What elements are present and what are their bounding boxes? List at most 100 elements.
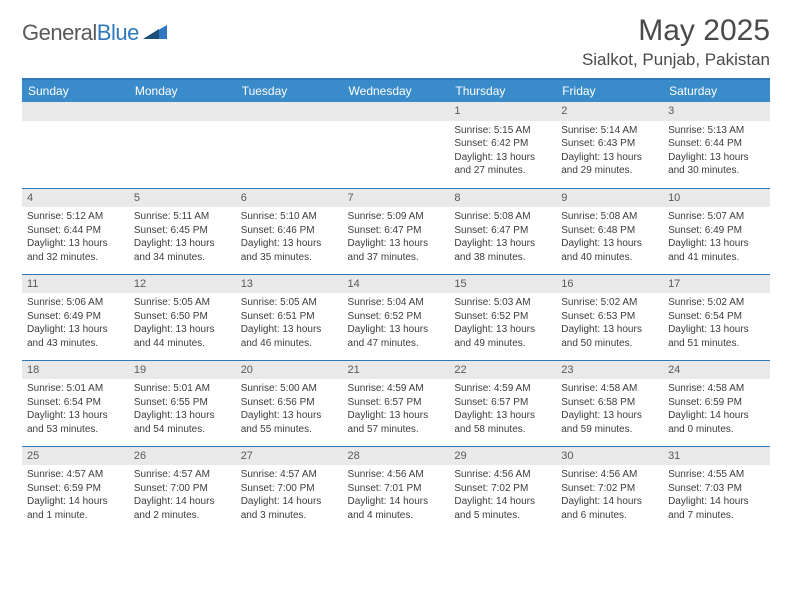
day-body: Sunrise: 4:57 AMSunset: 7:00 PMDaylight:… (129, 465, 236, 524)
sunrise-text: Sunrise: 5:04 AM (348, 296, 445, 310)
sunset-text: Sunset: 6:44 PM (668, 137, 765, 151)
sunrise-text: Sunrise: 4:55 AM (668, 468, 765, 482)
sunset-text: Sunset: 6:57 PM (454, 396, 551, 410)
calendar-cell: 7Sunrise: 5:09 AMSunset: 6:47 PMDaylight… (343, 188, 450, 274)
day-number: 18 (22, 361, 129, 380)
daylight-line2: and 29 minutes. (561, 164, 658, 178)
day-number: 1 (449, 102, 556, 121)
sunset-text: Sunset: 6:54 PM (668, 310, 765, 324)
daylight-line2: and 57 minutes. (348, 423, 445, 437)
daylight-line2: and 1 minute. (27, 509, 124, 523)
day-number-empty (22, 102, 129, 121)
daylight-line2: and 38 minutes. (454, 251, 551, 265)
dow-wednesday: Wednesday (343, 79, 450, 102)
sunrise-text: Sunrise: 5:08 AM (561, 210, 658, 224)
sunrise-text: Sunrise: 5:11 AM (134, 210, 231, 224)
day-body: Sunrise: 4:57 AMSunset: 7:00 PMDaylight:… (236, 465, 343, 524)
dow-saturday: Saturday (663, 79, 770, 102)
calendar-cell: 22Sunrise: 4:59 AMSunset: 6:57 PMDayligh… (449, 360, 556, 446)
sunrise-text: Sunrise: 4:58 AM (561, 382, 658, 396)
sunset-text: Sunset: 6:59 PM (27, 482, 124, 496)
sunset-text: Sunset: 6:49 PM (668, 224, 765, 238)
daylight-line2: and 41 minutes. (668, 251, 765, 265)
dow-thursday: Thursday (449, 79, 556, 102)
daylight-line2: and 32 minutes. (27, 251, 124, 265)
sunrise-text: Sunrise: 5:14 AM (561, 124, 658, 138)
sunset-text: Sunset: 6:43 PM (561, 137, 658, 151)
day-body: Sunrise: 4:58 AMSunset: 6:58 PMDaylight:… (556, 379, 663, 438)
daylight-line2: and 27 minutes. (454, 164, 551, 178)
sunrise-text: Sunrise: 5:01 AM (134, 382, 231, 396)
day-number: 22 (449, 361, 556, 380)
calendar-cell: 16Sunrise: 5:02 AMSunset: 6:53 PMDayligh… (556, 274, 663, 360)
sunrise-text: Sunrise: 4:59 AM (348, 382, 445, 396)
day-body: Sunrise: 5:13 AMSunset: 6:44 PMDaylight:… (663, 121, 770, 180)
sunrise-text: Sunrise: 4:56 AM (561, 468, 658, 482)
sunrise-text: Sunrise: 4:57 AM (241, 468, 338, 482)
daylight-line2: and 58 minutes. (454, 423, 551, 437)
calendar-cell: 2Sunrise: 5:14 AMSunset: 6:43 PMDaylight… (556, 102, 663, 188)
calendar-cell: 18Sunrise: 5:01 AMSunset: 6:54 PMDayligh… (22, 360, 129, 446)
location: Sialkot, Punjab, Pakistan (582, 50, 770, 70)
sunset-text: Sunset: 6:57 PM (348, 396, 445, 410)
sunrise-text: Sunrise: 5:07 AM (668, 210, 765, 224)
day-number: 28 (343, 447, 450, 466)
calendar-cell: 9Sunrise: 5:08 AMSunset: 6:48 PMDaylight… (556, 188, 663, 274)
brand-triangle-icon (143, 23, 167, 44)
daylight-line1: Daylight: 13 hours (348, 237, 445, 251)
sunset-text: Sunset: 6:44 PM (27, 224, 124, 238)
day-number-empty (129, 102, 236, 121)
calendar-cell: 4Sunrise: 5:12 AMSunset: 6:44 PMDaylight… (22, 188, 129, 274)
daylight-line1: Daylight: 13 hours (561, 323, 658, 337)
daylight-line1: Daylight: 13 hours (668, 151, 765, 165)
sunrise-text: Sunrise: 5:08 AM (454, 210, 551, 224)
sunset-text: Sunset: 6:54 PM (27, 396, 124, 410)
calendar-week: 1Sunrise: 5:15 AMSunset: 6:42 PMDaylight… (22, 102, 770, 188)
day-number: 15 (449, 275, 556, 294)
sunrise-text: Sunrise: 4:56 AM (348, 468, 445, 482)
daylight-line2: and 59 minutes. (561, 423, 658, 437)
sunset-text: Sunset: 6:53 PM (561, 310, 658, 324)
sunset-text: Sunset: 7:03 PM (668, 482, 765, 496)
brand-logo: GeneralBlue (22, 14, 167, 46)
sunrise-text: Sunrise: 5:09 AM (348, 210, 445, 224)
day-number: 31 (663, 447, 770, 466)
brand-part2: Blue (97, 20, 139, 45)
daylight-line2: and 5 minutes. (454, 509, 551, 523)
daylight-line1: Daylight: 14 hours (454, 495, 551, 509)
sunset-text: Sunset: 6:55 PM (134, 396, 231, 410)
day-number: 13 (236, 275, 343, 294)
title-block: May 2025 Sialkot, Punjab, Pakistan (582, 14, 770, 70)
day-body: Sunrise: 5:15 AMSunset: 6:42 PMDaylight:… (449, 121, 556, 180)
day-number: 29 (449, 447, 556, 466)
calendar-cell: 11Sunrise: 5:06 AMSunset: 6:49 PMDayligh… (22, 274, 129, 360)
daylight-line1: Daylight: 14 hours (348, 495, 445, 509)
day-body: Sunrise: 4:56 AMSunset: 7:02 PMDaylight:… (556, 465, 663, 524)
calendar-cell (129, 102, 236, 188)
calendar-cell: 26Sunrise: 4:57 AMSunset: 7:00 PMDayligh… (129, 446, 236, 532)
calendar-cell: 14Sunrise: 5:04 AMSunset: 6:52 PMDayligh… (343, 274, 450, 360)
daylight-line2: and 53 minutes. (27, 423, 124, 437)
month-title: May 2025 (582, 14, 770, 48)
sunset-text: Sunset: 7:01 PM (348, 482, 445, 496)
day-body: Sunrise: 5:04 AMSunset: 6:52 PMDaylight:… (343, 293, 450, 352)
day-number: 7 (343, 189, 450, 208)
sunrise-text: Sunrise: 5:10 AM (241, 210, 338, 224)
day-number: 11 (22, 275, 129, 294)
calendar-cell (343, 102, 450, 188)
calendar-cell: 27Sunrise: 4:57 AMSunset: 7:00 PMDayligh… (236, 446, 343, 532)
sunrise-text: Sunrise: 4:57 AM (27, 468, 124, 482)
daylight-line1: Daylight: 13 hours (454, 151, 551, 165)
daylight-line1: Daylight: 13 hours (561, 409, 658, 423)
sunrise-text: Sunrise: 5:05 AM (134, 296, 231, 310)
sunrise-text: Sunrise: 4:58 AM (668, 382, 765, 396)
daylight-line1: Daylight: 13 hours (241, 323, 338, 337)
sunset-text: Sunset: 6:52 PM (454, 310, 551, 324)
calendar-cell: 23Sunrise: 4:58 AMSunset: 6:58 PMDayligh… (556, 360, 663, 446)
day-number: 9 (556, 189, 663, 208)
sunset-text: Sunset: 6:50 PM (134, 310, 231, 324)
dow-tuesday: Tuesday (236, 79, 343, 102)
daylight-line1: Daylight: 13 hours (454, 237, 551, 251)
daylight-line2: and 49 minutes. (454, 337, 551, 351)
daylight-line1: Daylight: 13 hours (27, 409, 124, 423)
